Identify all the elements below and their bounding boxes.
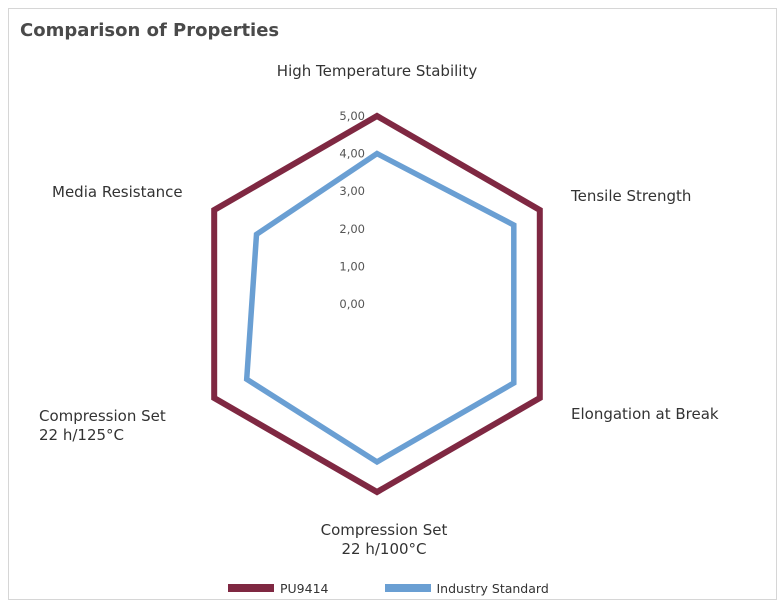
axis-label: Media Resistance [52, 183, 183, 201]
series-line-industry-standard [243, 150, 517, 466]
tick-label: 0,00 [339, 297, 365, 311]
axis-label: Compression Set 22 h/125°C [39, 407, 166, 444]
tick-label: 4,00 [339, 147, 365, 161]
axis-label: Elongation at Break [571, 405, 719, 423]
series-line-pu9414 [211, 112, 543, 496]
legend-label-pu9414: PU9414 [280, 580, 329, 596]
legend-item-pu9414: PU9414 [228, 581, 329, 596]
chart-frame [8, 8, 777, 600]
axis-label: High Temperature Stability [277, 62, 478, 80]
tick-label: 1,00 [339, 259, 365, 273]
chart-title: Comparison of Properties [20, 20, 280, 41]
tick-label: 3,00 [339, 184, 365, 198]
legend-swatch-pu9414 [228, 584, 274, 592]
tick-label: 5,00 [339, 109, 365, 123]
legend-item-industry-standard: Industry Standard [384, 580, 549, 596]
legend: PU9414 Industry Standard [228, 578, 605, 598]
legend-label-industry-standard: Industry Standard [436, 580, 549, 596]
legend-swatch-industry-standard [384, 584, 431, 592]
axis-label: Tensile Strength [570, 187, 691, 205]
tick-label: 2,00 [339, 222, 365, 236]
axis-label: Compression Set 22 h/100°C [321, 521, 448, 558]
